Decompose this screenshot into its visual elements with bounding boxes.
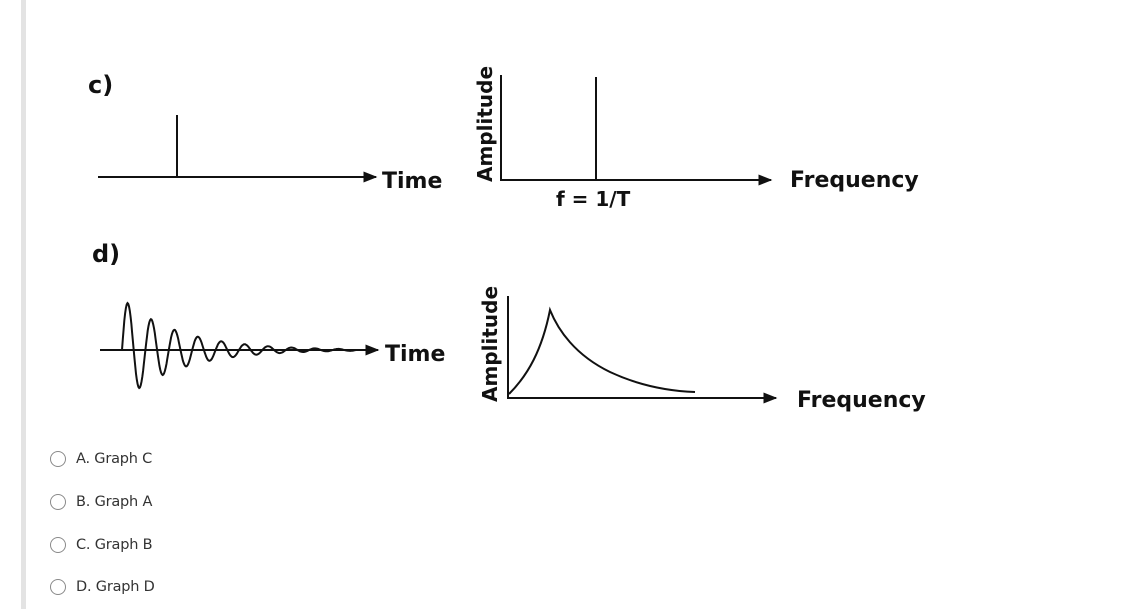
option-a-label[interactable]: A. Graph C (76, 451, 153, 468)
left-border (21, 0, 26, 609)
panel-c-amplitude-label: Amplitude (473, 66, 497, 182)
panel-c-label: c) (88, 71, 113, 99)
option-d[interactable]: D. Graph D (50, 566, 450, 609)
panel-d-time-label: Time (385, 342, 445, 367)
option-a-radio[interactable] (50, 451, 66, 468)
panel-d-spectrum-curve (508, 306, 696, 395)
panel-d-amplitude-label: Amplitude (478, 286, 502, 402)
answer-options: A. Graph C B. Graph A C. Graph B D. Grap… (50, 438, 450, 609)
panel-c-spike-marker: f = 1/T (556, 187, 631, 211)
panel-d-label: d) (92, 240, 120, 268)
option-b-label[interactable]: B. Graph A (76, 494, 153, 511)
option-c-label[interactable]: C. Graph B (76, 536, 153, 553)
option-b-radio[interactable] (50, 494, 66, 511)
option-d-label[interactable]: D. Graph D (76, 579, 155, 596)
figure-svg: c) Time Amplitude f = 1/T Frequency d) T… (88, 66, 926, 413)
question-figure: c) Time Amplitude f = 1/T Frequency d) T… (88, 66, 926, 413)
panel-c-time-label: Time (382, 169, 442, 194)
option-c-radio[interactable] (50, 536, 66, 553)
option-c[interactable]: C. Graph B (50, 523, 450, 566)
panel-c-frequency-label: Frequency (790, 168, 919, 193)
panel-d-frequency-label: Frequency (797, 388, 926, 413)
option-d-radio[interactable] (50, 579, 66, 596)
option-a[interactable]: A. Graph C (50, 438, 450, 481)
panel-d-damped-wave (121, 301, 357, 390)
option-b[interactable]: B. Graph A (50, 481, 450, 524)
